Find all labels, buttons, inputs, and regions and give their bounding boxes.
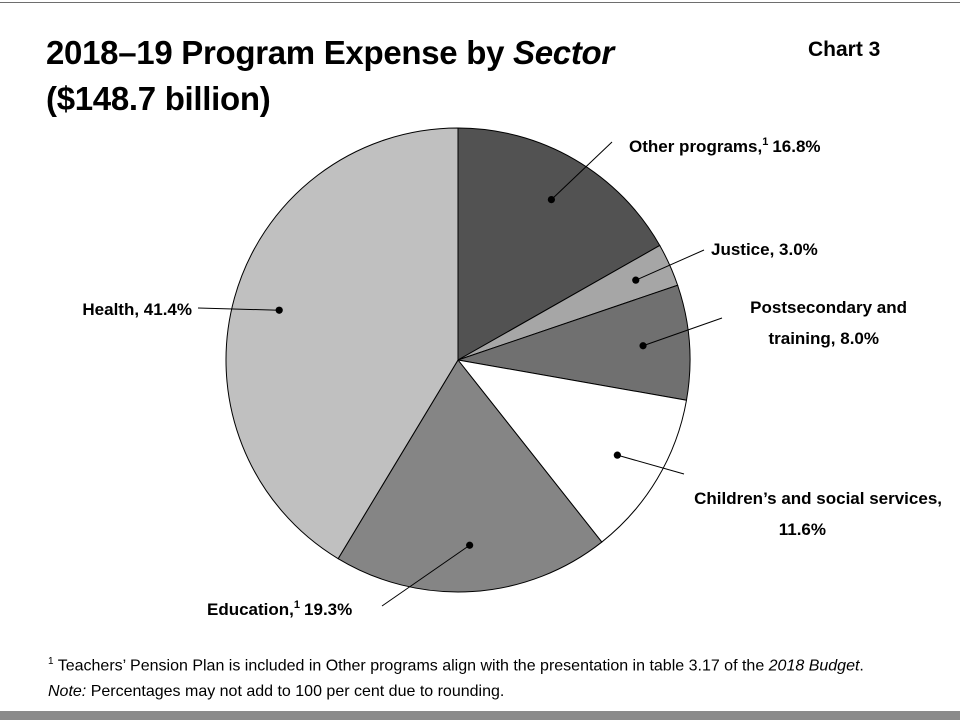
pie-slice	[225, 127, 459, 560]
label-other-programs-value: 16.8%	[772, 137, 820, 156]
pie-slice	[456, 359, 688, 543]
leader-lines	[197, 141, 723, 607]
label-education-value: 19.3%	[304, 600, 352, 619]
label-education: Education,1 19.3%	[207, 599, 352, 619]
label-children-line1: Children’s and social services,	[694, 489, 942, 508]
bottom-rule	[0, 711, 960, 720]
pie-slices	[225, 127, 691, 593]
footnote-text: Teachers’ Pension Plan is included in Ot…	[57, 657, 769, 675]
top-rule	[0, 2, 960, 3]
label-other-programs-name: Other programs,	[629, 137, 762, 156]
label-health: Health, 41.4%	[82, 300, 192, 319]
label-postsecondary-line1: Postsecondary and	[750, 298, 907, 317]
label-education-sup: 1	[294, 599, 300, 611]
pie-slice	[457, 284, 691, 401]
title-italic: Sector	[513, 34, 614, 71]
label-education-name: Education,	[207, 600, 294, 619]
label-other-programs-sup: 1	[762, 136, 768, 148]
note-label: Note:	[48, 683, 87, 701]
footnote-marker: 1	[48, 656, 54, 667]
chart-number: Chart 3	[808, 38, 881, 61]
footnote: 1 Teachers’ Pension Plan is included in …	[48, 649, 864, 705]
leader-line	[617, 454, 685, 475]
leader-line	[197, 307, 280, 311]
footnote-line-2: Note: Percentages may not add to 100 per…	[48, 679, 864, 705]
leader-line	[551, 141, 613, 200]
footnote-end: .	[859, 657, 864, 675]
chart-title: 2018–19 Program Expense by Sector ($148.7…	[46, 30, 614, 122]
title-total: ($148.7 billion)	[46, 80, 271, 117]
pie-slice	[337, 359, 603, 593]
leader-line	[642, 317, 723, 347]
title-text: 2018–19 Program Expense by	[46, 34, 514, 71]
footnote-budget-title: 2018 Budget	[768, 657, 860, 675]
footnote-line-1: 1 Teachers’ Pension Plan is included in …	[48, 649, 864, 679]
label-postsecondary-line2: training, 8.0%	[768, 329, 879, 348]
label-other-programs: Other programs,1 16.8%	[629, 136, 821, 156]
leader-line	[381, 544, 470, 607]
label-children-line2: 11.6%	[779, 520, 826, 539]
pie-slice	[457, 127, 661, 361]
label-justice: Justice, 3.0%	[711, 240, 818, 259]
leader-line	[635, 249, 705, 281]
note-text: Percentages may not add to 100 per cent …	[90, 683, 505, 701]
